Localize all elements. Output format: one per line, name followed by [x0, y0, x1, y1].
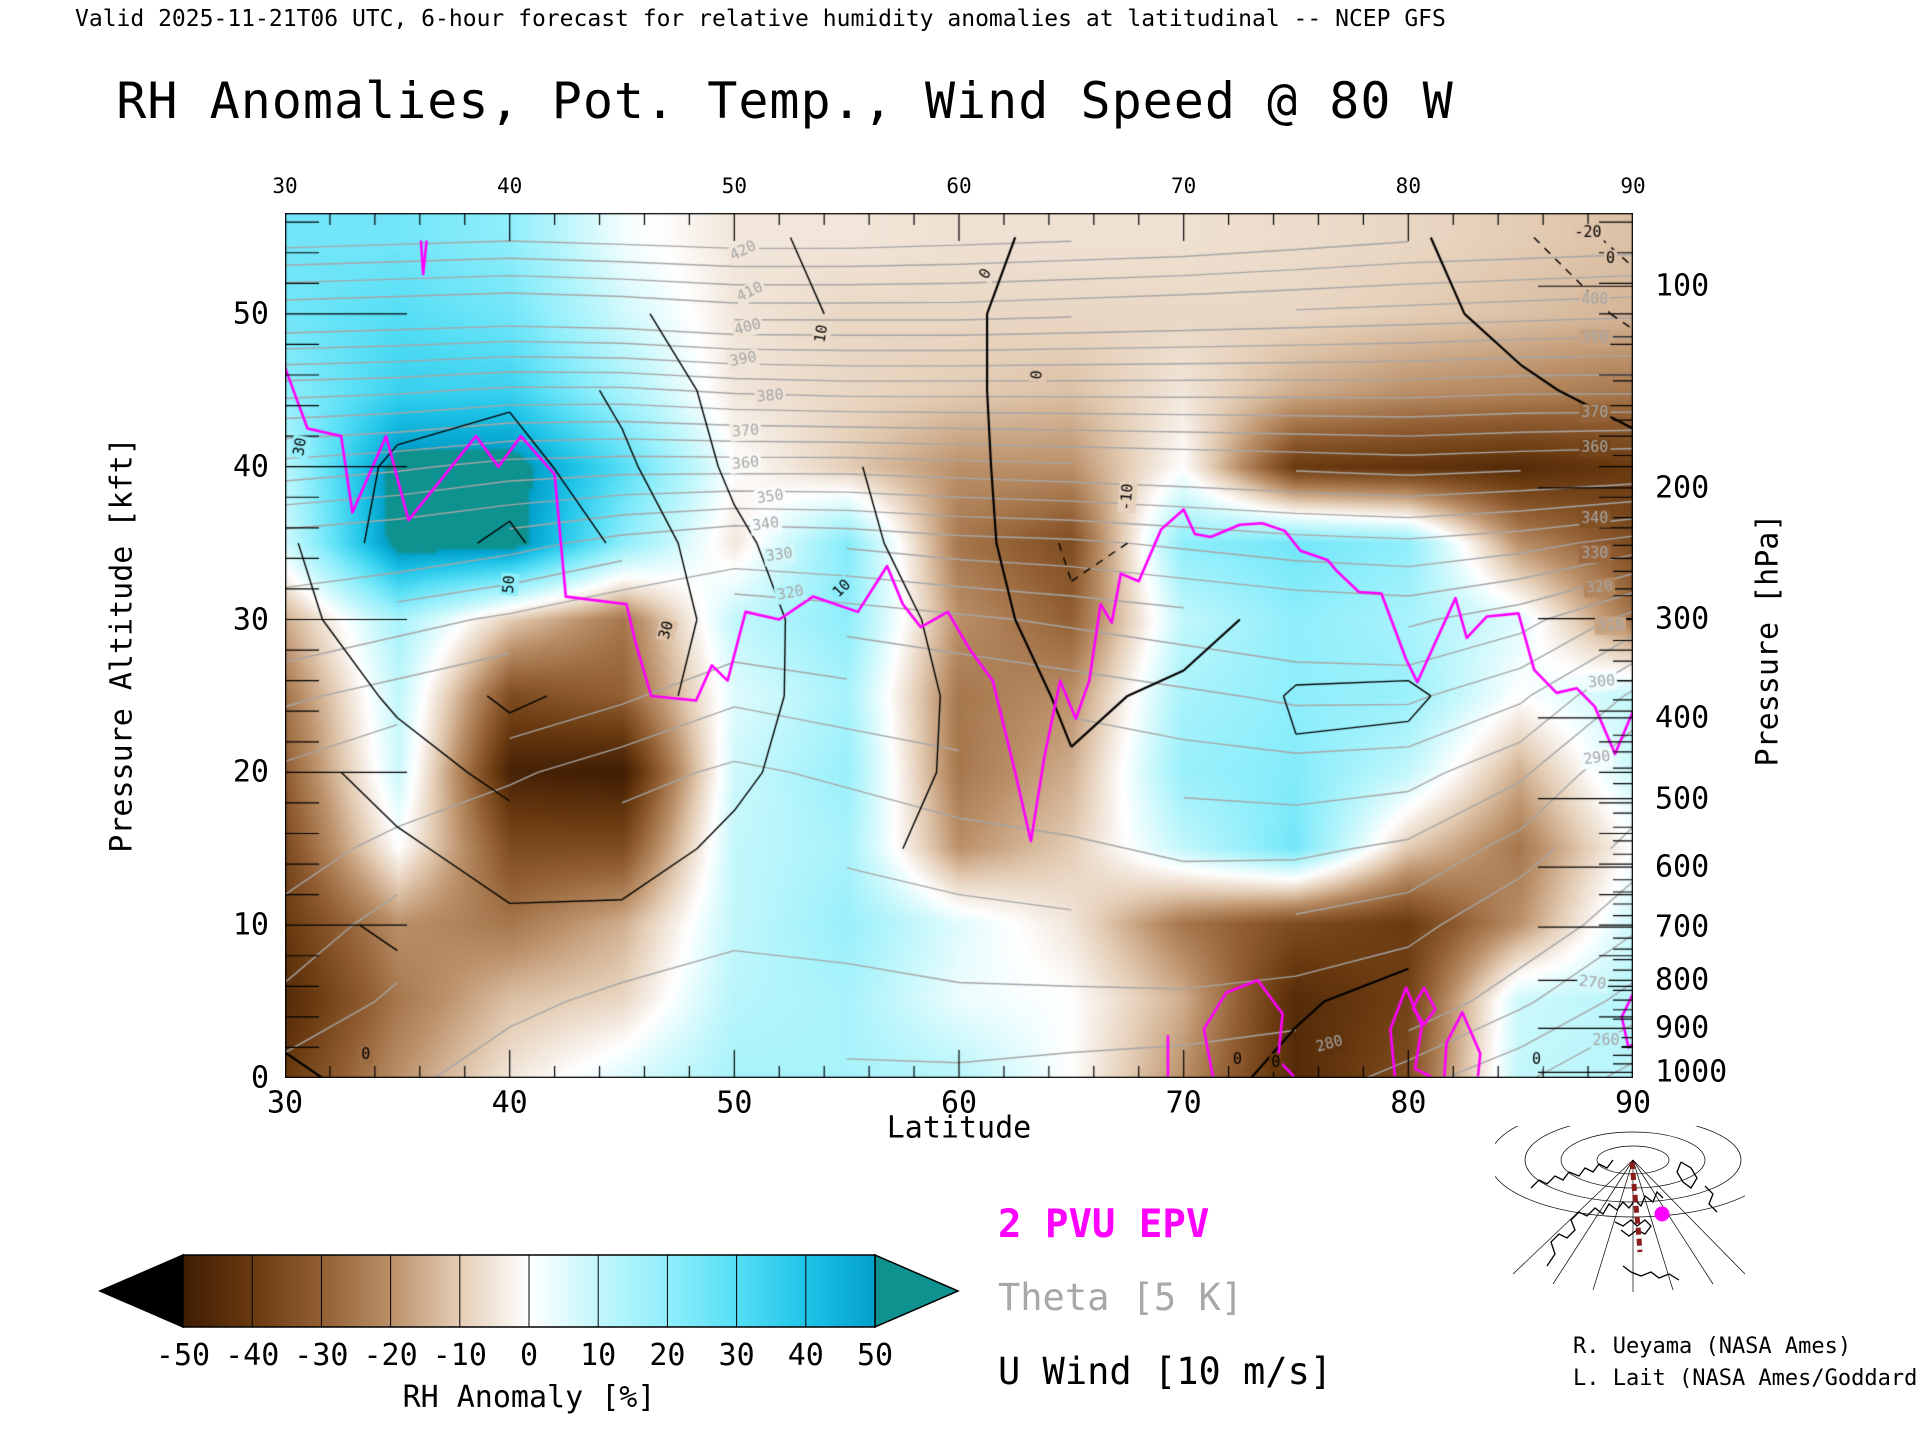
colorbar-tick-label: -20: [363, 1338, 418, 1373]
y-axis-hpa-tick-label: 600: [1655, 849, 1710, 885]
x-axis-top-tick-label: 60: [946, 174, 972, 198]
map-coastline: [1530, 1159, 1614, 1189]
map-location-marker: [1654, 1206, 1670, 1222]
y-axis-kft-tick-label: 20: [232, 754, 269, 790]
map-cross-section-track: [1629, 1161, 1643, 1253]
y-axis-right-title: Pressure [hPa]: [1750, 513, 1786, 767]
map-meridian: [1632, 1159, 1674, 1291]
y-axis-kft-tick-label: 10: [232, 907, 269, 943]
y-axis-left-title: Pressure Altitude [kft]: [104, 437, 140, 853]
cross-section-plot: [285, 213, 1633, 1078]
credit-line-2: L. Lait (NASA Ames/Goddard): [1573, 1366, 1920, 1391]
map-meridian: [1512, 1159, 1634, 1275]
y-axis-hpa-tick-label: 900: [1655, 1010, 1710, 1046]
colorbar-over-arrow: [874, 1253, 960, 1329]
colorbar-tick-label: 30: [718, 1338, 755, 1373]
x-axis-top-tick-label: 50: [721, 174, 747, 198]
x-axis-top-tick-label: 40: [497, 174, 523, 198]
y-axis-hpa-tick-label: 1000: [1655, 1054, 1728, 1090]
colorbar: [95, 1248, 965, 1338]
map-coastline: [1614, 1219, 1652, 1237]
y-axis-hpa-tick-label: 100: [1655, 268, 1710, 304]
map-coastline: [1676, 1161, 1698, 1189]
x-axis-bottom-tick-label: 60: [940, 1085, 978, 1121]
legend-theta: Theta [5 K]: [998, 1276, 1244, 1319]
x-axis-top-tick-label: 90: [1620, 174, 1646, 198]
y-axis-hpa-tick-label: 300: [1655, 601, 1710, 637]
x-axis-bottom-tick-label: 30: [266, 1085, 304, 1121]
y-axis-kft-tick-label: 0: [250, 1060, 269, 1096]
colorbar-svg: [98, 1253, 960, 1329]
x-axis-bottom-tick-label: 40: [491, 1085, 528, 1121]
validity-line: Valid 2025-11-21T06 UTC, 6-hour forecast…: [75, 6, 1446, 32]
map-meridian: [1552, 1159, 1634, 1285]
y-axis-kft-tick-label: 40: [232, 449, 269, 485]
y-axis-kft-tick-label: 30: [232, 602, 269, 638]
x-axis-top-tick-label: 30: [272, 174, 298, 198]
x-axis-bottom-tick-label: 80: [1390, 1085, 1427, 1121]
credit-line-1: R. Ueyama (NASA Ames): [1573, 1334, 1852, 1359]
x-axis-bottom-tick-label: 70: [1165, 1085, 1202, 1121]
map-coastline: [1704, 1185, 1718, 1213]
colorbar-tick-label: -30: [294, 1338, 349, 1373]
colorbar-tick-label: -40: [225, 1338, 280, 1373]
map-meridian: [1592, 1159, 1634, 1291]
colorbar-tick-label: 0: [519, 1338, 539, 1373]
y-axis-hpa-tick-label: 700: [1655, 909, 1710, 945]
colorbar-tick-label: -10: [432, 1338, 487, 1373]
map-meridian: [1632, 1159, 1714, 1285]
chart-title: RH Anomalies, Pot. Temp., Wind Speed @ 8…: [116, 72, 1454, 130]
colorbar-tick-label: 40: [787, 1338, 824, 1373]
y-axis-hpa-tick-label: 800: [1655, 962, 1710, 998]
y-axis-kft-tick-label: 50: [232, 296, 269, 332]
colorbar-tick-label: 20: [649, 1338, 686, 1373]
map-meridian: [1632, 1159, 1748, 1277]
colorbar-tick-label: 50: [856, 1338, 894, 1373]
rh-anomaly-heatmap-canvas: [285, 213, 1633, 1078]
colorbar-under-arrow: [98, 1253, 184, 1329]
legend-pv-epv: 2 PVU EPV: [998, 1202, 1210, 1247]
map-coastline: [1546, 1190, 1664, 1267]
y-axis-hpa-tick-label: 400: [1655, 700, 1710, 736]
map-coastline: [1622, 1265, 1680, 1281]
colorbar-tick-label: -50: [155, 1338, 211, 1373]
x-axis-top-tick-label: 80: [1395, 174, 1421, 198]
inset-location-map: [1488, 1102, 1778, 1302]
inset-map-svg: [1488, 1102, 1778, 1292]
x-axis-bottom-tick-label: 90: [1614, 1085, 1652, 1121]
legend-u-wind: U Wind [10 m/s]: [998, 1350, 1333, 1393]
x-axis-bottom-tick-label: 50: [716, 1085, 753, 1121]
x-axis-title: Latitude: [886, 1110, 1032, 1146]
y-axis-hpa-tick-label: 200: [1655, 470, 1710, 506]
colorbar-title: RH Anomaly [%]: [402, 1380, 656, 1415]
colorbar-tick-label: 10: [580, 1338, 617, 1373]
y-axis-hpa-tick-label: 500: [1655, 781, 1710, 817]
x-axis-top-tick-label: 70: [1171, 174, 1197, 198]
